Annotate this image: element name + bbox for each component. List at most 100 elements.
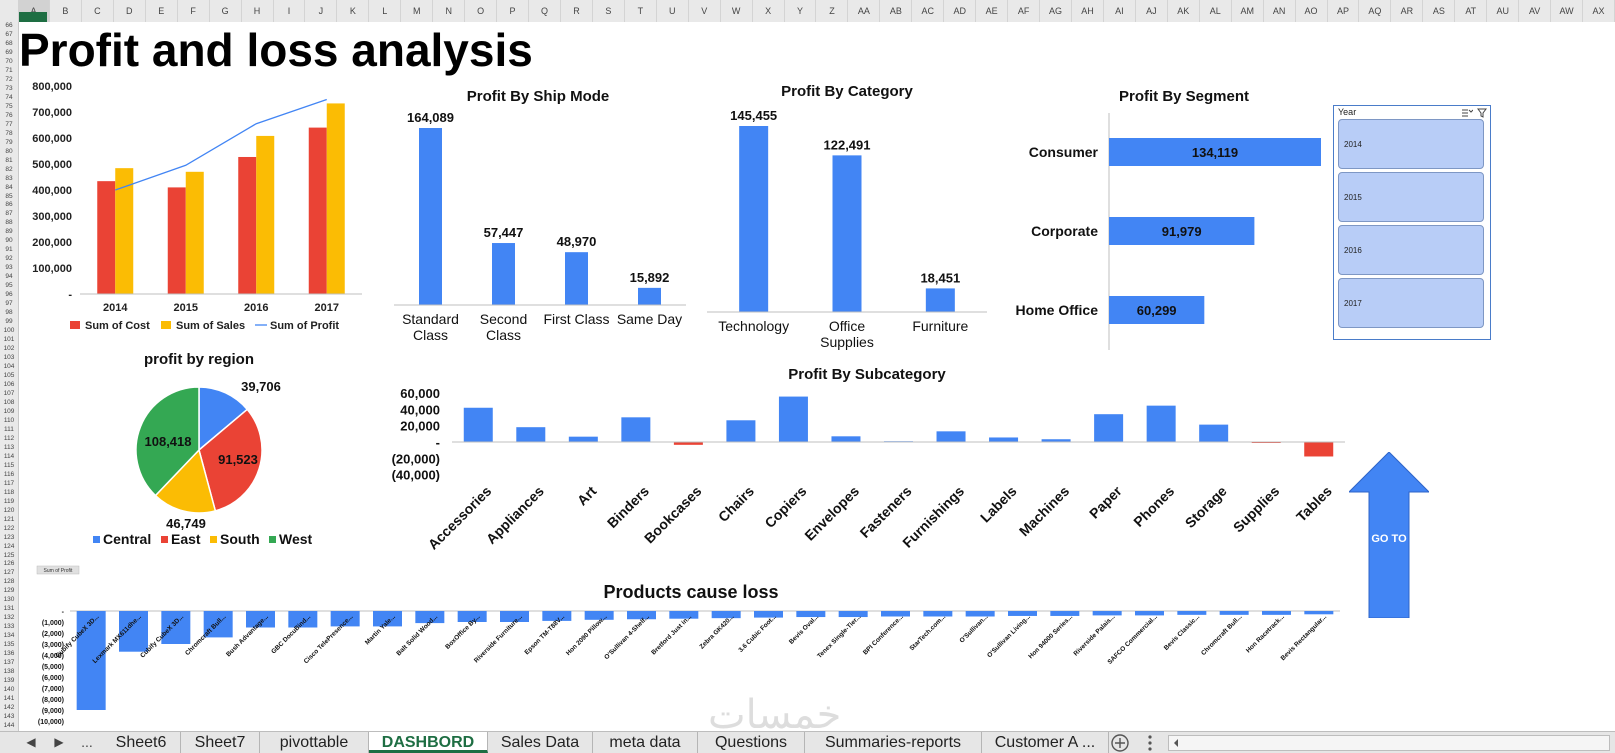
- row-header[interactable]: 68: [5, 39, 13, 47]
- row-header[interactable]: 75: [5, 102, 13, 110]
- row-header[interactable]: 103: [3, 354, 15, 362]
- row-header[interactable]: 139: [3, 677, 15, 685]
- column-header-ar[interactable]: AR: [1391, 0, 1424, 22]
- column-header-ai[interactable]: AI: [1104, 0, 1136, 22]
- column-header-ad[interactable]: AD: [944, 0, 977, 22]
- row-header[interactable]: 138: [3, 668, 15, 676]
- column-header-aa[interactable]: AA: [848, 0, 881, 22]
- row-header[interactable]: 126: [3, 560, 15, 568]
- column-header-ah[interactable]: AH: [1072, 0, 1104, 22]
- row-header[interactable]: 97: [5, 300, 13, 308]
- row-header[interactable]: 77: [5, 120, 13, 128]
- goto-label[interactable]: GO TO: [1371, 533, 1407, 545]
- horizontal-scrollbar[interactable]: [1168, 735, 1610, 751]
- column-header-bar[interactable]: A B C D E F G H I J K L M N O P Q R S T U V W X Y Z AA AB AC AD AE AF AG…: [0, 0, 1615, 23]
- column-header-al[interactable]: AL: [1200, 0, 1232, 22]
- tab-summaries-reports[interactable]: Summaries-reports: [805, 732, 982, 753]
- row-header[interactable]: 93: [5, 264, 13, 272]
- column-header-n[interactable]: N: [433, 0, 466, 22]
- row-header[interactable]: 118: [3, 488, 15, 496]
- column-header-q[interactable]: Q: [529, 0, 561, 22]
- row-header[interactable]: 96: [5, 291, 13, 299]
- column-header-h[interactable]: H: [242, 0, 274, 22]
- row-header[interactable]: 137: [3, 659, 15, 667]
- row-header[interactable]: 142: [3, 704, 15, 712]
- row-header[interactable]: 99: [5, 318, 13, 326]
- row-header[interactable]: 121: [3, 515, 15, 523]
- row-header[interactable]: 74: [5, 93, 13, 101]
- row-header[interactable]: 112: [3, 434, 15, 442]
- slicer-item-2017[interactable]: 2017: [1338, 278, 1484, 328]
- column-header-y[interactable]: Y: [785, 0, 817, 22]
- column-header-l[interactable]: L: [369, 0, 402, 22]
- row-header[interactable]: 133: [3, 623, 15, 631]
- row-header[interactable]: 84: [5, 183, 13, 191]
- column-header-u[interactable]: U: [657, 0, 689, 22]
- column-header-f[interactable]: F: [178, 0, 210, 22]
- scroll-left-icon[interactable]: [1171, 736, 1181, 750]
- column-header-k[interactable]: K: [337, 0, 370, 22]
- slicer-item-2015[interactable]: 2015: [1338, 172, 1484, 222]
- row-header[interactable]: 67: [5, 30, 13, 38]
- tab-meta-data[interactable]: meta data: [593, 732, 698, 753]
- row-header[interactable]: 132: [3, 614, 15, 622]
- column-header-ag[interactable]: AG: [1040, 0, 1073, 22]
- row-header[interactable]: 136: [3, 650, 15, 658]
- row-header[interactable]: 106: [3, 380, 15, 388]
- row-header[interactable]: 125: [3, 551, 15, 559]
- row-header[interactable]: 85: [5, 192, 13, 200]
- tab-sheet7[interactable]: Sheet7: [181, 732, 260, 753]
- column-header-s[interactable]: S: [593, 0, 625, 22]
- row-header[interactable]: 127: [3, 569, 15, 577]
- column-header-z[interactable]: Z: [817, 0, 849, 22]
- row-header[interactable]: 130: [3, 596, 15, 604]
- row-header-bar[interactable]: 66 67 68 69 70 71 72 73 74 75 76 77 78 79 80 81 82 83 84 85…: [0, 22, 19, 731]
- row-header[interactable]: 124: [3, 542, 15, 550]
- column-header-v[interactable]: V: [689, 0, 721, 22]
- row-header[interactable]: 100: [3, 327, 15, 335]
- row-header[interactable]: 91: [5, 246, 13, 254]
- column-header-g[interactable]: G: [210, 0, 242, 22]
- column-header-r[interactable]: R: [561, 0, 593, 22]
- row-header[interactable]: 115: [3, 461, 15, 469]
- column-header-j[interactable]: J: [305, 0, 338, 22]
- row-header[interactable]: 120: [3, 506, 15, 514]
- row-header[interactable]: 128: [3, 578, 15, 586]
- column-header-aq[interactable]: AQ: [1359, 0, 1392, 22]
- row-header[interactable]: 82: [5, 165, 13, 173]
- column-header-ao[interactable]: AO: [1296, 0, 1328, 22]
- column-header-ap[interactable]: AP: [1328, 0, 1360, 22]
- year-slicer[interactable]: Year 2014 2015 2016 2017: [1333, 105, 1491, 340]
- row-header[interactable]: 69: [5, 48, 13, 56]
- row-header[interactable]: 66: [5, 22, 13, 29]
- row-header[interactable]: 144: [3, 722, 15, 730]
- row-header[interactable]: 117: [3, 479, 15, 487]
- column-header-x[interactable]: X: [753, 0, 785, 22]
- slicer-multiselect-icon[interactable]: [1461, 108, 1473, 118]
- tab-next-icon[interactable]: ▶: [54, 735, 64, 749]
- row-header[interactable]: 95: [5, 282, 13, 290]
- column-header-c[interactable]: C: [82, 0, 114, 22]
- column-header-p[interactable]: P: [497, 0, 530, 22]
- tab-customer[interactable]: Customer A ...: [982, 732, 1109, 753]
- column-header-m[interactable]: M: [401, 0, 434, 22]
- row-header[interactable]: 107: [3, 389, 15, 397]
- add-sheet-icon[interactable]: [1110, 733, 1130, 753]
- row-header[interactable]: 88: [5, 219, 13, 227]
- tab-pivottable[interactable]: pivottable: [260, 732, 369, 753]
- slicer-clear-filter-icon[interactable]: [1477, 108, 1487, 118]
- row-header[interactable]: 70: [5, 57, 13, 65]
- column-header-au[interactable]: AU: [1487, 0, 1520, 22]
- tab-more-icon[interactable]: ...: [81, 734, 93, 750]
- tab-questions[interactable]: Questions: [698, 732, 805, 753]
- row-header[interactable]: 141: [3, 695, 15, 703]
- column-header-af[interactable]: AF: [1008, 0, 1041, 22]
- column-header-ak[interactable]: AK: [1168, 0, 1200, 22]
- row-header[interactable]: 110: [3, 416, 15, 424]
- row-header[interactable]: 72: [5, 75, 13, 83]
- row-header[interactable]: 81: [5, 156, 13, 164]
- row-header[interactable]: 116: [3, 470, 15, 478]
- row-header[interactable]: 94: [5, 273, 13, 281]
- row-header[interactable]: 83: [5, 174, 13, 182]
- column-header-an[interactable]: AN: [1264, 0, 1296, 22]
